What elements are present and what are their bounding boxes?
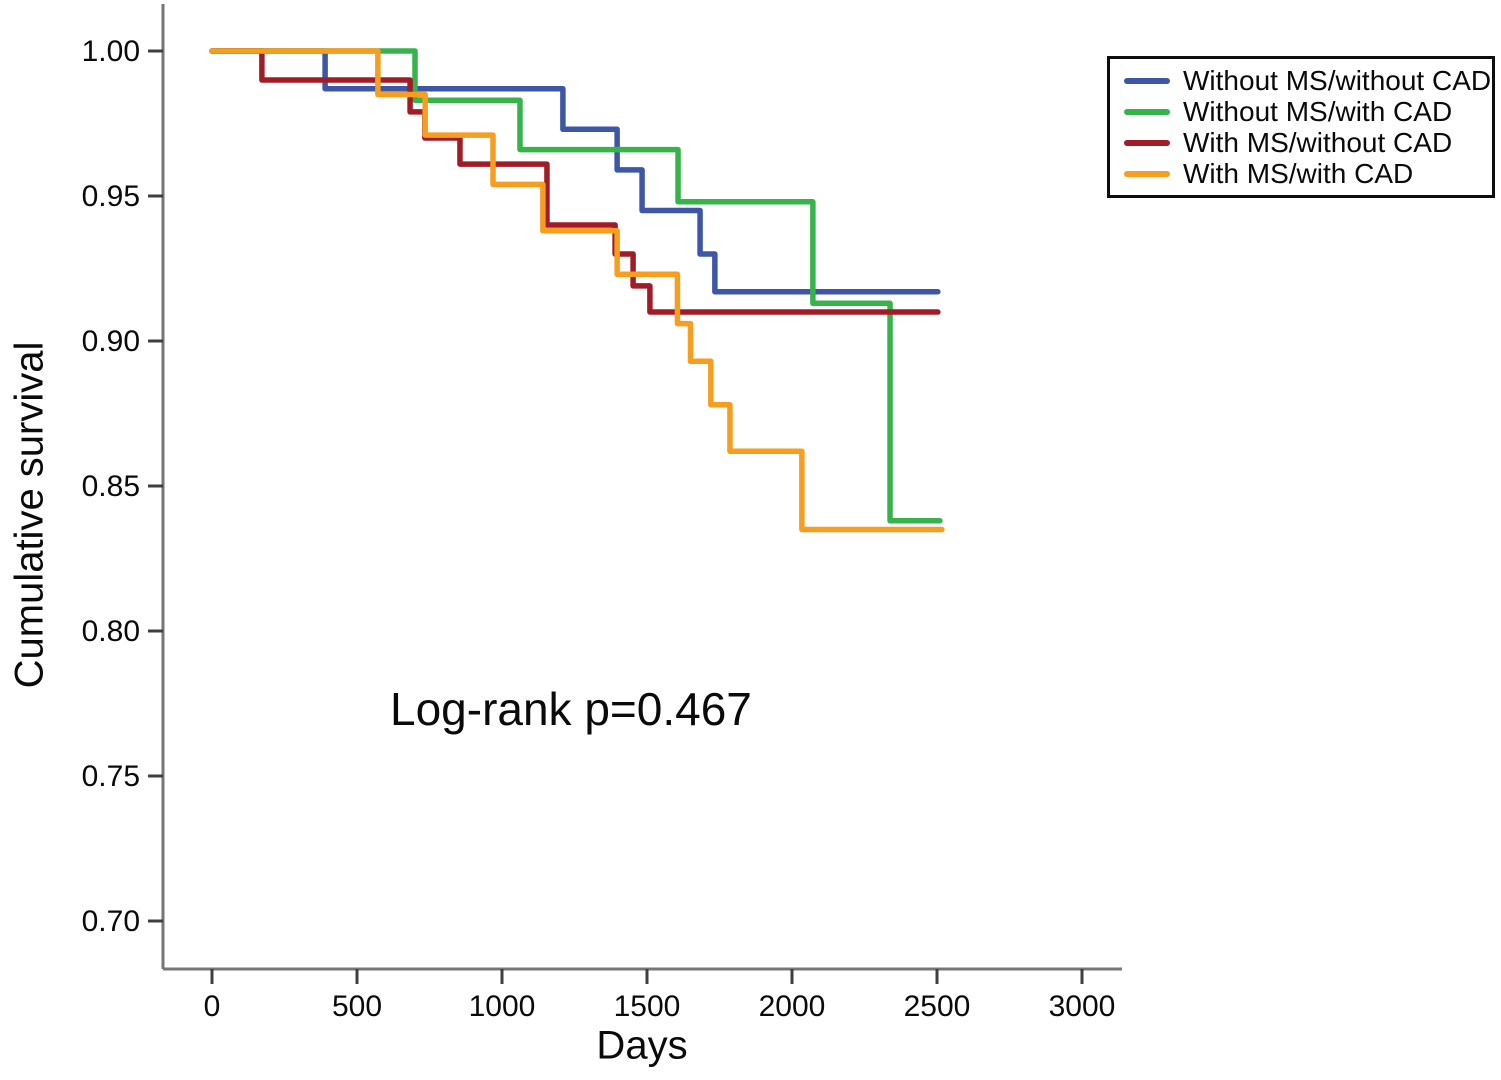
legend-item-with-ms-without-cad: With MS/without CAD [1124, 127, 1488, 158]
legend-label: Without MS/with CAD [1183, 95, 1453, 127]
y-tick-label: 0.80 [82, 615, 140, 648]
x-tick-label: 1000 [469, 990, 536, 1023]
series-without-ms-without-cad [209, 48, 941, 295]
log-rank-annotation: Log-rank p=0.467 [390, 683, 752, 735]
legend-swatch-with-ms-without-cad [1124, 139, 1170, 146]
x-tick-label: 500 [332, 990, 382, 1023]
y-tick-label: 0.95 [82, 180, 140, 213]
x-tick-label: 0 [204, 990, 221, 1023]
x-tick-label: 2500 [904, 990, 971, 1023]
x-tick-label: 1500 [614, 990, 681, 1023]
legend-label: With MS/with CAD [1183, 157, 1414, 189]
legend-swatch-with-ms-with-cad [1124, 170, 1170, 177]
series-with-ms-without-cad [209, 48, 941, 315]
y-tick-label: 0.70 [82, 905, 140, 938]
y-tick-label: 1.00 [82, 35, 140, 68]
legend-item-with-ms-with-cad: With MS/with CAD [1124, 158, 1488, 189]
legend-label: Without MS/without CAD [1183, 64, 1492, 96]
y-tick-label: 0.75 [82, 760, 140, 793]
x-tick-label: 2000 [759, 990, 826, 1023]
y-axis-title: Cumulative survival [7, 341, 52, 689]
legend-swatch-without-ms-with-cad [1124, 108, 1170, 115]
legend-label: With MS/without CAD [1183, 126, 1453, 158]
legend-item-without-ms-with-cad: Without MS/with CAD [1124, 96, 1488, 127]
x-tick-label: 3000 [1049, 990, 1116, 1023]
y-tick-label: 0.90 [82, 325, 140, 358]
series-without-ms-with-cad [209, 48, 943, 524]
legend: Without MS/without CAD Without MS/with CA… [1107, 56, 1495, 198]
y-tick-label: 0.85 [82, 470, 140, 503]
legend-swatch-without-ms-without-cad [1124, 77, 1170, 84]
series-with-ms-with-cad [209, 48, 945, 533]
x-axis-title: Days [596, 1023, 688, 1068]
legend-item-without-ms-without-cad: Without MS/without CAD [1124, 64, 1492, 96]
